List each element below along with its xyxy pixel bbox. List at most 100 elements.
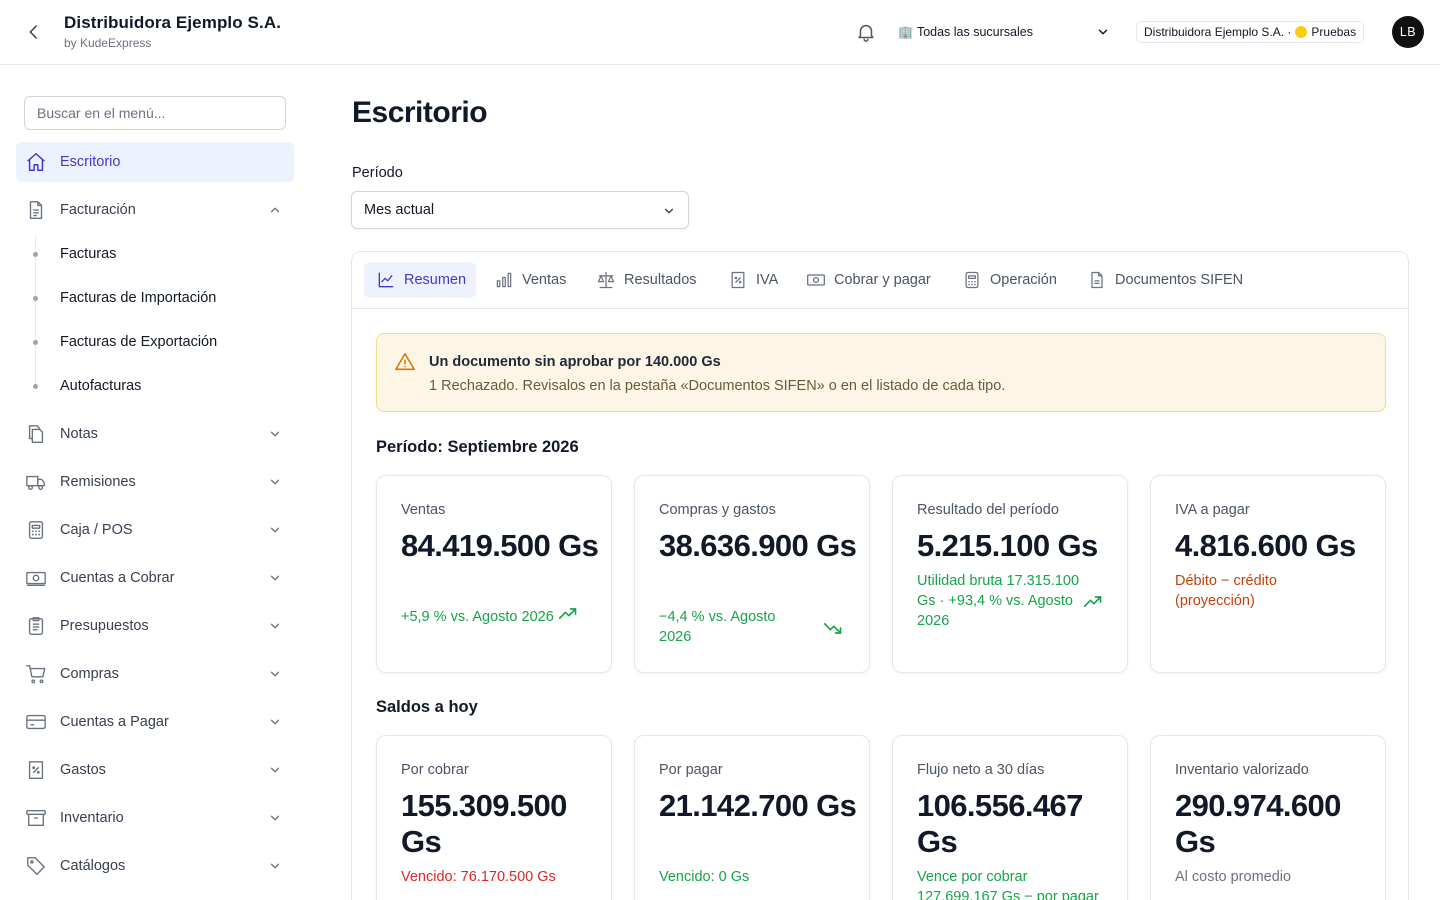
tab-label: Operación [990, 272, 1057, 288]
period-label: Período [352, 165, 403, 181]
tab-label: Documentos SIFEN [1115, 272, 1244, 288]
chart-line-icon [376, 270, 396, 290]
calculator-icon [25, 519, 47, 541]
sidebar-item-compras[interactable]: Compras [16, 654, 294, 694]
sidebar-item-caja-pos[interactable]: Caja / POS [16, 510, 294, 550]
branch-select-value: Todas las sucursales [916, 25, 1033, 39]
sidebar-item-inventario[interactable]: Inventario [16, 798, 294, 838]
submenu-guide-line [35, 235, 36, 389]
clipboard-icon [25, 615, 47, 637]
trending-up-icon [558, 607, 578, 627]
tab-cobrar-pagar[interactable]: Cobrar y pagar [794, 262, 941, 298]
receipt-percent-icon [728, 270, 748, 290]
kpi-note: Utilidad bruta 17.315.100 Gs · +93,4 % v… [917, 573, 1080, 629]
sidebar-item-catalogos[interactable]: Catálogos [16, 846, 294, 886]
sidebar-subitem-label: Facturas de Exportación [60, 334, 218, 350]
balance-value: 290.974.600 Gs [1175, 788, 1341, 859]
branch-select[interactable]: 🏢 Todas las sucursales [898, 20, 1114, 44]
tab-ventas[interactable]: Ventas [482, 262, 576, 298]
chevron-down-icon [268, 667, 282, 681]
kpi-card-ventas: Ventas 84.419.500 Gs +5,9 % vs. Agosto 2… [376, 475, 612, 673]
sidebar-subitem-label: Autofacturas [60, 378, 142, 394]
tab-label: Cobrar y pagar [834, 272, 931, 288]
sidebar-item-presupuestos[interactable]: Presupuestos [16, 606, 294, 646]
sidebar-item-remisiones[interactable]: Remisiones [16, 462, 294, 502]
environment-badge[interactable]: Distribuidora Ejemplo S.A. · Pruebas [1136, 21, 1365, 43]
kpi-card-iva: IVA a pagar 4.816.600 Gs Débito − crédit… [1150, 475, 1386, 673]
sidebar-subitem-facturas-importacion[interactable]: Facturas de Importación [33, 280, 290, 316]
sidebar-item-label: Inventario [60, 810, 124, 826]
kpi-label: Resultado del período [917, 502, 1059, 518]
archive-box-icon [25, 807, 47, 829]
kpi-value: 4.816.600 Gs [1175, 528, 1356, 563]
pending-documents-alert: Un documento sin aprobar por 140.000 Gs … [376, 333, 1386, 412]
kpi-label: Ventas [401, 502, 446, 518]
warning-icon [394, 351, 416, 373]
sidebar-item-label: Remisiones [60, 474, 136, 490]
kpi-card-compras-gastos: Compras y gastos 38.636.900 Gs −4,4 % vs… [634, 475, 870, 673]
balance-card-por-cobrar: Por cobrar 155.309.500 Gs Vencido: 76.17… [376, 735, 612, 900]
sidebar-item-cuentas-cobrar[interactable]: Cuentas a Cobrar [16, 558, 294, 598]
balance-label: Por cobrar [401, 762, 469, 778]
sidebar-item-cuentas-pagar[interactable]: Cuentas a Pagar [16, 702, 294, 742]
sidebar-item-label: Catálogos [60, 858, 126, 874]
sidebar-item-label: Compras [60, 666, 119, 682]
chevron-down-icon [268, 619, 282, 633]
sidebar-subitem-label: Facturas [60, 246, 117, 262]
tab-iva[interactable]: IVA [716, 262, 788, 298]
environment-company: Distribuidora Ejemplo S.A. · [1144, 25, 1292, 39]
tab-bar: Resumen Ventas Resultados IVA Cobrar y p… [352, 252, 1408, 309]
balance-value: 155.309.500 Gs [401, 788, 567, 859]
truck-icon [25, 471, 47, 493]
sidebar-item-notas[interactable]: Notas [16, 414, 294, 454]
kpi-note: +5,9 % vs. Agosto 2026 [401, 607, 597, 627]
tab-label: IVA [756, 272, 779, 288]
chevron-down-icon [268, 427, 282, 441]
kpi-label: IVA a pagar [1175, 502, 1250, 518]
kpi-note: −4,4 % vs. Agosto 2026 [659, 609, 776, 645]
sidebar-item-label: Escritorio [60, 154, 121, 170]
sidebar-item-gastos[interactable]: Gastos [16, 750, 294, 790]
sidebar-item-facturacion[interactable]: Facturación [16, 190, 294, 230]
kpi-value: 84.419.500 Gs [401, 528, 599, 563]
sidebar-subitem-facturas[interactable]: Facturas [33, 236, 290, 272]
cash-icon [25, 567, 47, 589]
balance-card-por-pagar: Por pagar 21.142.700 Gs Vencido: 0 Gs [634, 735, 870, 900]
sidebar-item-escritorio[interactable]: Escritorio [16, 142, 294, 182]
calculator-icon [962, 270, 982, 290]
trending-down-icon [823, 621, 843, 640]
cash-icon [806, 270, 826, 290]
bullet-icon [33, 251, 38, 257]
company-name: Distribuidora Ejemplo S.A. [64, 13, 282, 32]
balance-label: Inventario valorizado [1175, 762, 1309, 778]
bullet-icon [33, 339, 38, 345]
avatar[interactable]: LB [1392, 16, 1424, 48]
sidebar-subitem-label: Facturas de Importación [60, 290, 217, 306]
period-select[interactable]: Mes actual [351, 191, 689, 229]
tab-label: Resultados [624, 272, 697, 288]
tab-label: Ventas [522, 272, 567, 288]
page-title: Escritorio [352, 96, 488, 129]
bell-icon[interactable] [855, 21, 877, 43]
bullet-icon [33, 383, 38, 389]
chevron-down-icon [268, 571, 282, 585]
tab-documentos-sifen[interactable]: Documentos SIFEN [1075, 262, 1253, 298]
receipt-percent-icon [25, 759, 47, 781]
sidebar-subitem-autofacturas[interactable]: Autofacturas [33, 368, 290, 404]
balance-note: Vencido: 0 Gs [659, 869, 750, 885]
alert-title: Un documento sin aprobar por 140.000 Gs [429, 354, 721, 370]
menu-search-input[interactable] [24, 96, 286, 130]
balance-label: Por pagar [659, 762, 723, 778]
document-icon [25, 199, 47, 221]
company-subtitle: by KudeExpress [64, 36, 152, 50]
chevron-down-icon [268, 763, 282, 777]
back-arrow-icon[interactable] [22, 20, 46, 44]
sidebar-subitem-facturas-exportacion[interactable]: Facturas de Exportación [33, 324, 290, 360]
tab-operacion[interactable]: Operación [950, 262, 1067, 298]
bar-chart-icon [494, 270, 514, 290]
period-section-title: Período: Septiembre 2026 [376, 438, 579, 456]
dashboard-panel: Resumen Ventas Resultados IVA Cobrar y p… [351, 251, 1409, 900]
tab-resultados[interactable]: Resultados [584, 262, 707, 298]
balance-note: Vencido: 76.170.500 Gs [401, 869, 556, 885]
tab-resumen[interactable]: Resumen [364, 262, 477, 298]
